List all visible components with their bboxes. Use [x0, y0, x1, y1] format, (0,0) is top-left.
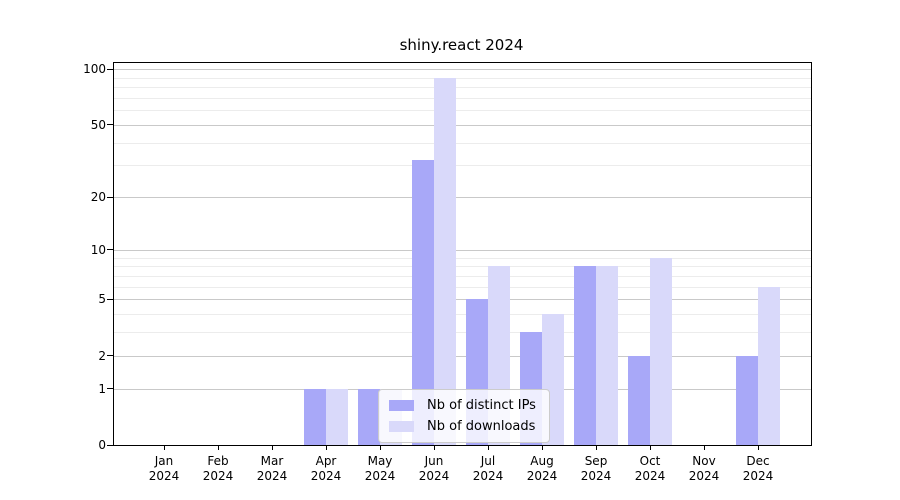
legend-swatch-distinct-ips [389, 400, 414, 411]
gridline-major-10 [114, 249, 811, 251]
x-tick-label-nov: Nov 2024 [688, 454, 720, 483]
bar-downloads-oct [650, 257, 672, 445]
x-tick-apr [326, 445, 327, 450]
x-tick-oct [650, 445, 651, 450]
x-tick-label-aug: Aug 2024 [526, 454, 558, 483]
gridline-minor-80 [114, 87, 811, 89]
bar-distinct-ips-dec [736, 355, 758, 445]
x-tick-dec [758, 445, 759, 450]
y-tick-50 [107, 124, 114, 126]
y-tick-100 [107, 68, 114, 70]
bar-downloads-apr [326, 388, 348, 445]
x-tick-label-dec: Dec 2024 [742, 454, 774, 483]
y-tick-label-2: 2 [98, 348, 106, 363]
x-tick-label-feb: Feb 2024 [202, 454, 234, 483]
x-tick-label-mar: Mar 2024 [256, 454, 288, 483]
x-tick-jan [164, 445, 165, 450]
x-tick-label-sep: Sep 2024 [580, 454, 612, 483]
gridline-minor-8 [114, 266, 811, 268]
y-tick-5 [107, 298, 114, 300]
y-tick-20 [107, 196, 114, 198]
bar-distinct-ips-sep [574, 266, 596, 445]
gridline-minor-4 [114, 313, 811, 315]
plot-area: Nb of distinct IPs Nb of downloads 0 1 2 5 1… [83, 62, 812, 483]
y-tick-label-20: 20 [90, 190, 106, 205]
y-tick-1 [107, 388, 114, 390]
x-tick-sep [596, 445, 597, 450]
gridline-major-5 [114, 299, 811, 301]
bar-distinct-ips-oct [628, 355, 650, 445]
legend-item-downloads: Nb of downloads [389, 419, 536, 434]
x-tick-label-jan: Jan 2024 [148, 454, 180, 483]
x-tick-mar [272, 445, 273, 450]
x-tick-label-jul: Jul 2024 [472, 454, 504, 483]
gridline-minor-3 [114, 332, 811, 334]
gridline-minor-90 [114, 77, 811, 79]
x-tick-nov [704, 445, 705, 450]
legend-item-distinct-ips: Nb of distinct IPs [389, 398, 536, 413]
gridline-minor-9 [114, 257, 811, 259]
legend-label-distinct-ips: Nb of distinct IPs [427, 398, 536, 413]
legend-label-downloads: Nb of downloads [427, 419, 536, 434]
gridline-minor-70 [114, 97, 811, 99]
legend-swatch-downloads [389, 421, 414, 432]
y-tick-label-100: 100 [83, 62, 106, 77]
gridline-major-100 [114, 69, 811, 71]
x-tick-feb [218, 445, 219, 450]
bar-distinct-ips-apr [304, 388, 326, 445]
bar-distinct-ips-jun [412, 160, 434, 445]
y-tick-2 [107, 355, 114, 357]
gridline-major-2 [114, 355, 811, 357]
bar-distinct-ips-may [358, 388, 380, 445]
bar-downloads-sep [596, 266, 618, 445]
y-tick-10 [107, 249, 114, 251]
gridline-minor-30 [114, 165, 811, 167]
y-tick-label-0: 0 [98, 438, 106, 452]
bar-downloads-dec [758, 286, 780, 445]
gridline-minor-40 [114, 142, 811, 144]
gridline-minor-7 [114, 275, 811, 277]
chart-title: shiny.react 2024 [399, 36, 524, 54]
x-tick-label-may: May 2024 [364, 454, 396, 483]
gridline-minor-6 [114, 286, 811, 288]
x-tick-label-apr: Apr 2024 [310, 454, 342, 483]
x-tick-jul [488, 445, 489, 450]
bar-downloads-jun [434, 77, 456, 445]
x-tick-aug [542, 445, 543, 450]
y-tick-label-50: 50 [90, 117, 106, 132]
y-tick-label-1: 1 [98, 381, 106, 396]
y-tick-label-10: 10 [90, 242, 106, 257]
x-tick-jun [434, 445, 435, 450]
gridline-major-20 [114, 197, 811, 199]
x-tick-label-oct: Oct 2024 [634, 454, 666, 483]
y-tick-0 [107, 444, 114, 446]
gridline-minor-60 [114, 110, 811, 112]
x-tick-may [380, 445, 381, 450]
legend: Nb of distinct IPs Nb of downloads [378, 389, 550, 443]
x-tick-label-jun: Jun 2024 [418, 454, 450, 483]
y-tick-label-5: 5 [98, 292, 106, 307]
gridline-major-50 [114, 124, 811, 126]
